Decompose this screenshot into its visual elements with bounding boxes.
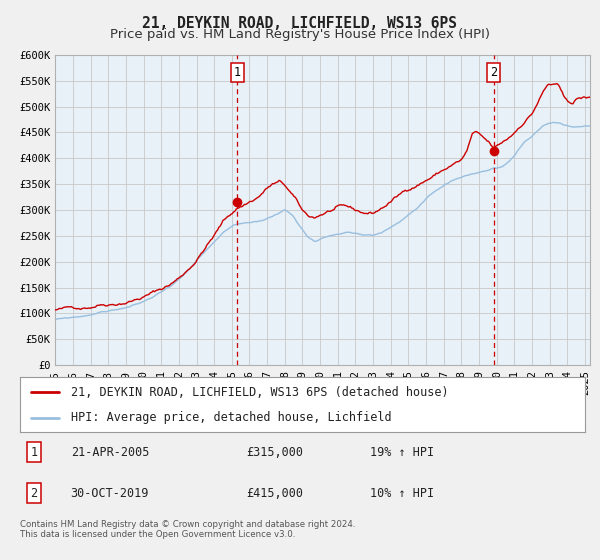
Text: 2: 2: [31, 487, 37, 500]
Text: 21, DEYKIN ROAD, LICHFIELD, WS13 6PS (detached house): 21, DEYKIN ROAD, LICHFIELD, WS13 6PS (de…: [71, 386, 448, 399]
Text: 1: 1: [233, 66, 241, 79]
Text: Price paid vs. HM Land Registry's House Price Index (HPI): Price paid vs. HM Land Registry's House …: [110, 28, 490, 41]
Text: Contains HM Land Registry data © Crown copyright and database right 2024.
This d: Contains HM Land Registry data © Crown c…: [20, 520, 355, 539]
Text: 21, DEYKIN ROAD, LICHFIELD, WS13 6PS: 21, DEYKIN ROAD, LICHFIELD, WS13 6PS: [143, 16, 458, 31]
Text: £315,000: £315,000: [246, 446, 303, 459]
Text: £415,000: £415,000: [246, 487, 303, 500]
Text: 30-OCT-2019: 30-OCT-2019: [71, 487, 149, 500]
Text: 21-APR-2005: 21-APR-2005: [71, 446, 149, 459]
Text: 2: 2: [490, 66, 497, 79]
Text: 19% ↑ HPI: 19% ↑ HPI: [370, 446, 434, 459]
Text: HPI: Average price, detached house, Lichfield: HPI: Average price, detached house, Lich…: [71, 411, 391, 424]
Text: 1: 1: [31, 446, 37, 459]
Text: 10% ↑ HPI: 10% ↑ HPI: [370, 487, 434, 500]
